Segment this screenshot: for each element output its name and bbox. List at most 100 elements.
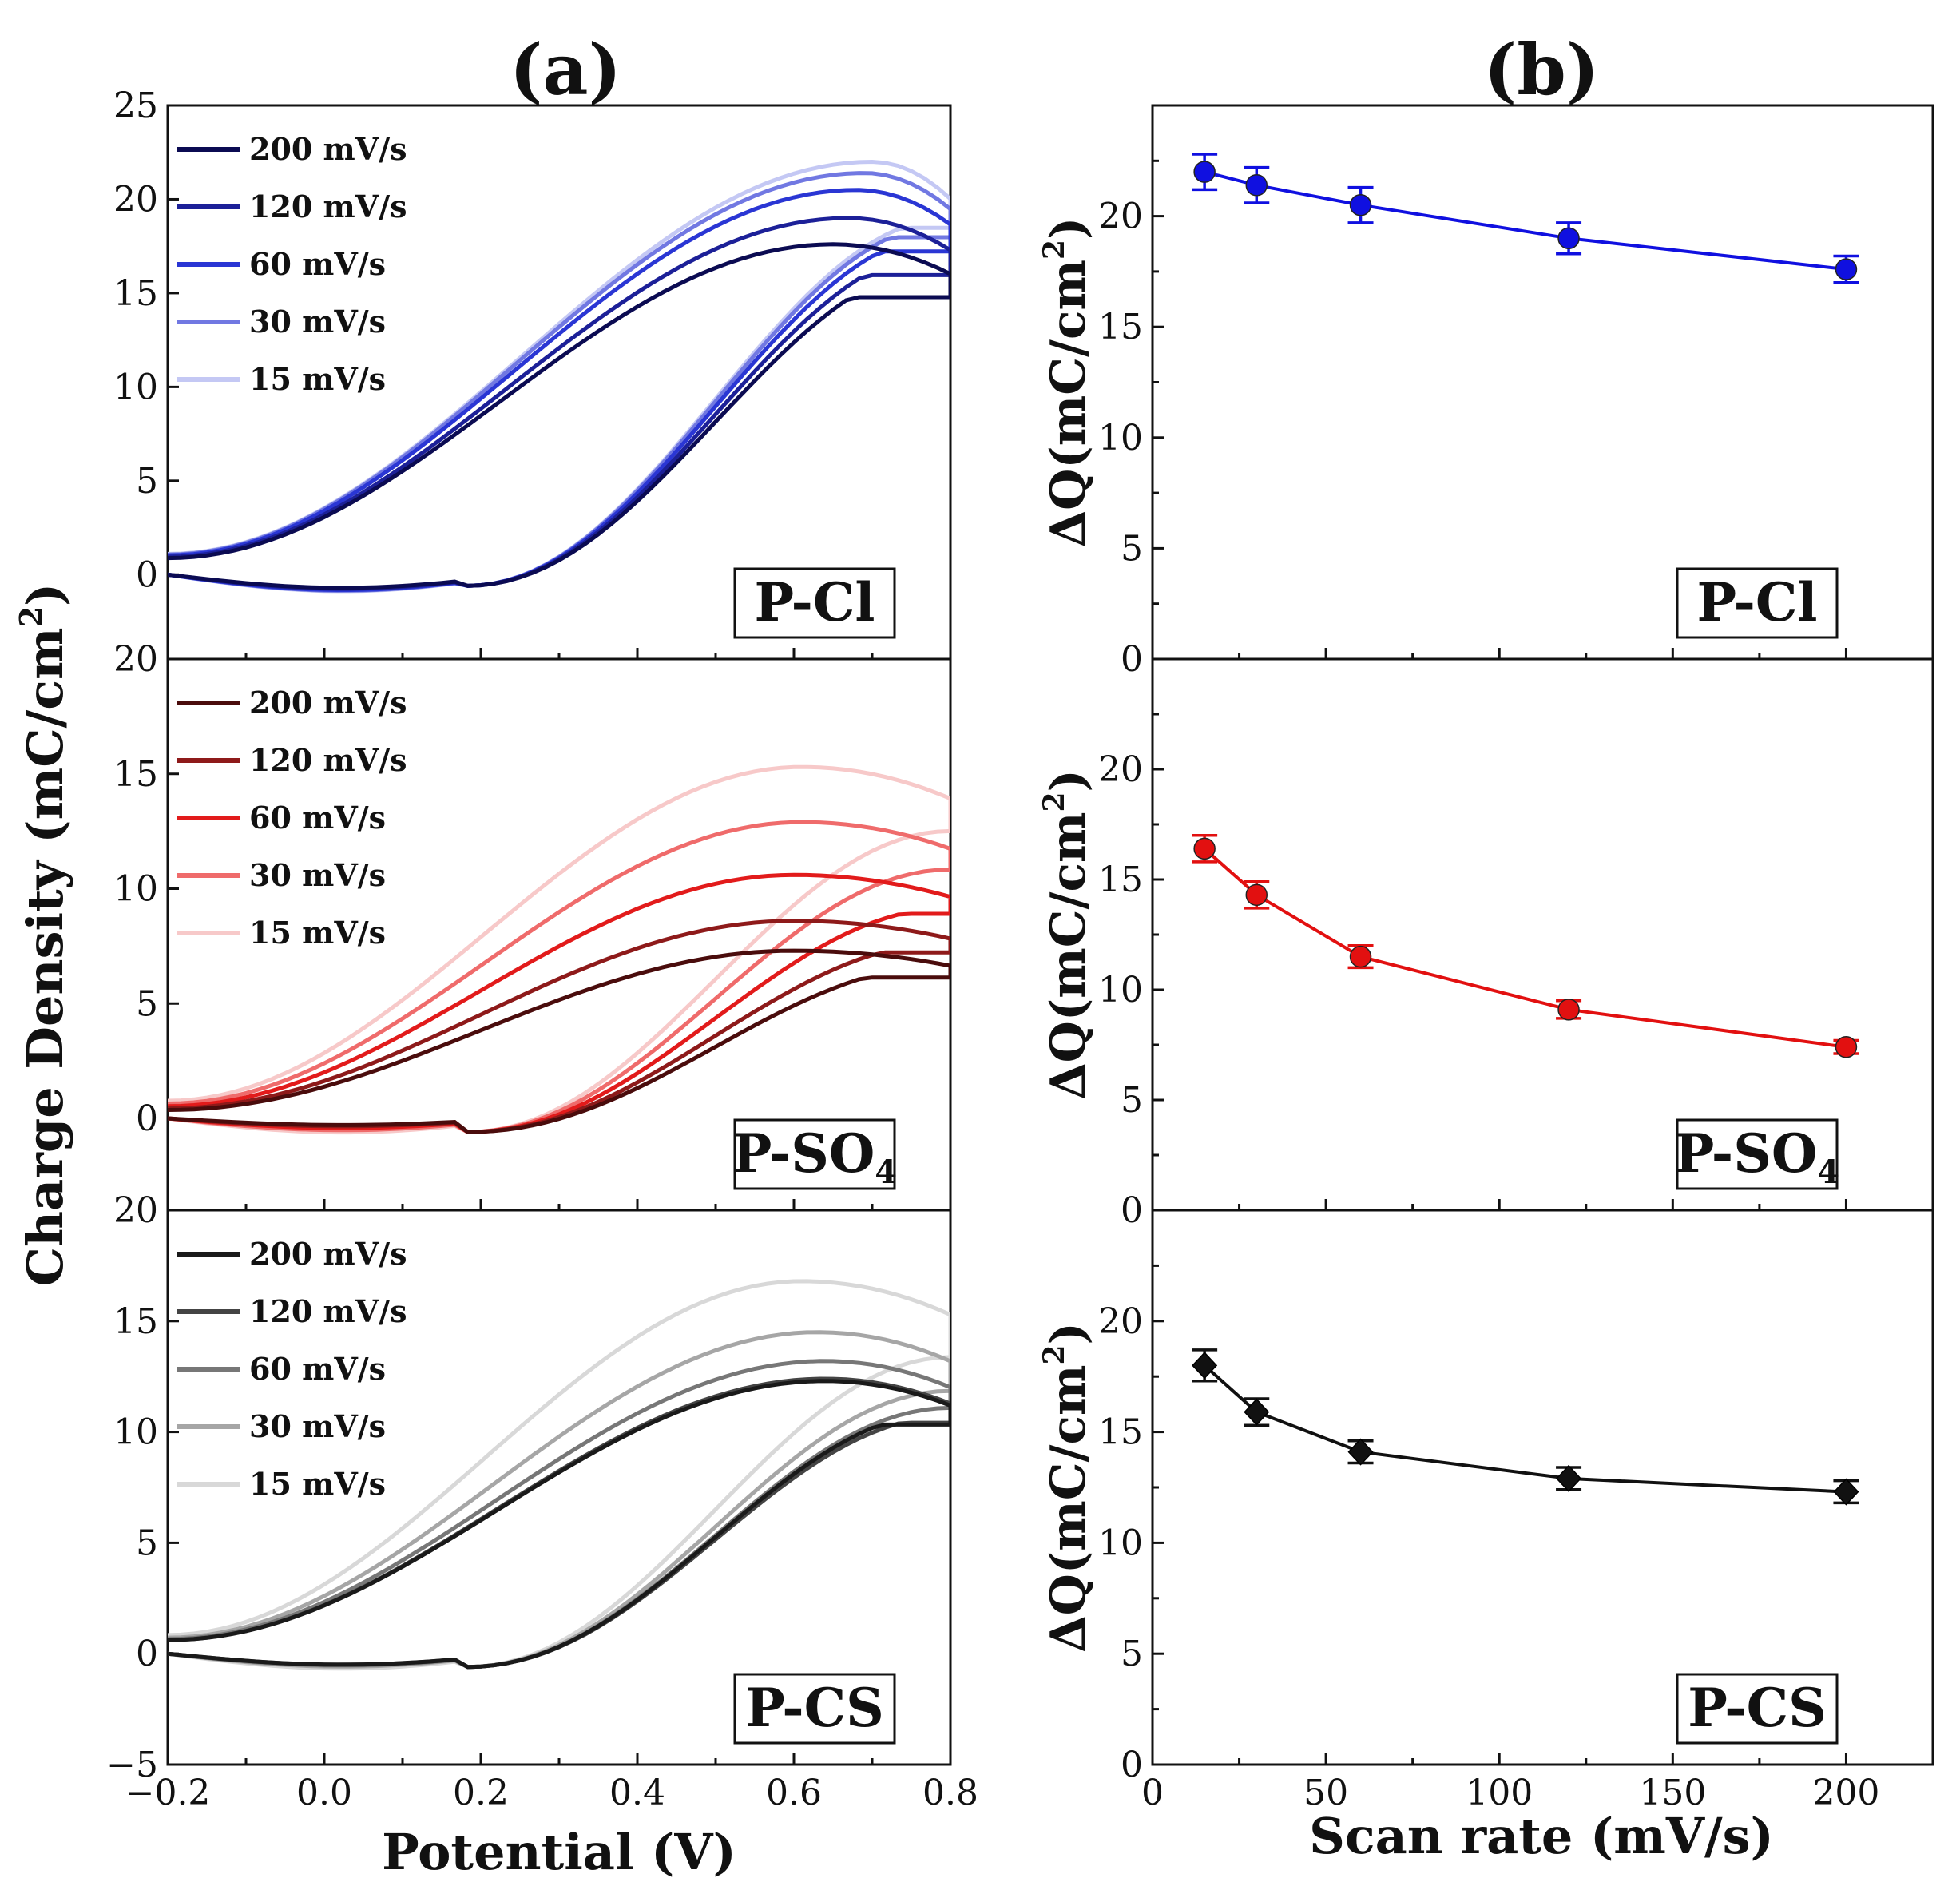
b1-connector — [1204, 170, 1847, 272]
b3-point-3 — [1556, 1464, 1582, 1492]
a3-legend-label-2: 60 mV/s — [249, 1351, 386, 1387]
a2-series-0 — [168, 948, 950, 1134]
a2-legend-label-3: 30 mV/s — [249, 857, 386, 893]
b-x-axis-label: Scan rate (mV/s) — [1309, 1807, 1774, 1865]
a-y-axis-label-end: ) — [16, 583, 74, 606]
a2-legend-label-4: 15 mV/s — [249, 915, 386, 951]
a2-tag: P-SO4 — [732, 1118, 897, 1191]
a1-tag-main: P-Cl — [754, 571, 875, 633]
b3-point-0 — [1192, 1352, 1218, 1380]
b2-tag: P-SO4 — [1675, 1118, 1839, 1191]
b2-ytick-label-0: 0 — [1121, 1190, 1143, 1231]
b2-point-1 — [1245, 883, 1268, 907]
a3-xtick-label-4: 0.6 — [766, 1773, 822, 1813]
b2-tag-box — [1676, 1118, 1839, 1190]
a-y-axis-label: Charge Density (mC/cm2) — [13, 583, 74, 1287]
b3-point-4 — [1833, 1478, 1859, 1506]
b3-point-1 — [1244, 1398, 1270, 1426]
b3-y-axis-label-end: ) — [1041, 1322, 1097, 1344]
a1-legend-label-3: 30 mV/s — [249, 304, 386, 339]
b2-y-axis-label-main: ΔQ(mC/cm — [1041, 812, 1097, 1100]
a3-ytick-label-3: 10 — [113, 1412, 158, 1453]
a3-ytick-label-2: 5 — [136, 1523, 158, 1563]
b3-tag-label: P-CS — [1688, 1677, 1827, 1739]
a1-legend-label-1: 120 mV/s — [249, 189, 407, 224]
b1-point-4 — [1835, 258, 1858, 280]
a3-ytick-label-0: −5 — [106, 1745, 158, 1785]
a2-ytick-top: 20 — [113, 639, 158, 680]
panel-a-title: (a) — [510, 28, 621, 111]
a2-tag-sub: 4 — [875, 1153, 897, 1191]
a3-xtick-label-0: −0.2 — [125, 1773, 211, 1813]
a3-xtick-label-1: 0.0 — [296, 1773, 352, 1813]
a2-legend-label-1: 120 mV/s — [249, 742, 407, 778]
b3-xtick-label-0: 0 — [1141, 1773, 1164, 1813]
b1-y-axis-label-sup: 2 — [1038, 240, 1071, 260]
b2-connector — [1203, 847, 1847, 1049]
a3-ytick-label-1: 0 — [136, 1634, 158, 1674]
b2-tag-label: P-SO4 — [1675, 1122, 1839, 1191]
a2-curves — [168, 764, 950, 1135]
b3-xtick-label-4: 200 — [1812, 1773, 1879, 1813]
b3-y-axis-label-sup: 2 — [1038, 1344, 1071, 1364]
plot-a3: −5 0 5 10 15 20 −0.2 0.0 0.2 0.4 0.6 0.8 200 mV/s 120… — [106, 1190, 978, 1813]
a1-series-0 — [168, 242, 950, 590]
a3-xtick-label-3: 0.4 — [609, 1773, 665, 1813]
b1-ytick-label-4: 20 — [1098, 197, 1143, 237]
b3-ytick-label-4: 20 — [1098, 1301, 1143, 1342]
b1-y-axis-label: ΔQ(mC/cm2) — [1038, 217, 1097, 548]
b2-tag-main: P-SO — [1675, 1122, 1818, 1185]
a3-ytick-top: 20 — [113, 1190, 158, 1231]
a1-ytick-label-4: 20 — [113, 179, 158, 220]
b1-ytick-label-2: 10 — [1098, 418, 1143, 459]
b1-point-2 — [1349, 193, 1372, 216]
b3-tag-box — [1676, 1673, 1839, 1745]
a1-tag-label: P-Cl — [754, 571, 875, 633]
a3-legend-label-0: 200 mV/s — [249, 1236, 407, 1272]
b3-xtick-label-3: 150 — [1639, 1773, 1706, 1813]
a1-legend-label-4: 15 mV/s — [249, 361, 386, 397]
b2-tag-sub: 4 — [1817, 1153, 1839, 1191]
b3-ytick-label-1: 5 — [1121, 1634, 1143, 1674]
b3-xtick-label-1: 50 — [1303, 1773, 1348, 1813]
b2-ytick-label-4: 20 — [1098, 749, 1143, 790]
b1-ytick-label-1: 5 — [1121, 528, 1143, 569]
a1-ytick-label-0: 0 — [136, 554, 158, 595]
b1-tag-main: P-Cl — [1696, 571, 1817, 633]
a2-legend-label-2: 60 mV/s — [249, 800, 386, 836]
a-x-axis-label: Potential (V) — [382, 1823, 736, 1881]
a1-ytick-label-5: 25 — [113, 85, 158, 126]
a2-ytick-label-1: 5 — [136, 983, 158, 1024]
b3-ytick-label-3: 15 — [1098, 1412, 1143, 1453]
b1-y-axis-label-main: ΔQ(mC/cm — [1041, 260, 1097, 547]
b1-tag: P-Cl — [1676, 567, 1839, 639]
a2-tag-box — [733, 1118, 896, 1190]
b3-point-2 — [1347, 1438, 1374, 1466]
a3-ytick-label-4: 15 — [113, 1301, 158, 1342]
a1-ytick-label-2: 10 — [113, 367, 158, 407]
b3-ytick-label-0: 0 — [1121, 1745, 1143, 1785]
b1-point-3 — [1557, 227, 1580, 250]
a2-legend-label-0: 200 mV/s — [249, 685, 407, 721]
b2-y-axis-label: ΔQ(mC/cm2) — [1038, 769, 1097, 1100]
a3-tag-label: P-CS — [745, 1677, 884, 1739]
a1-legend-label-0: 200 mV/s — [249, 131, 407, 167]
panel-b-frame — [1151, 104, 1934, 1766]
b2-y-axis-label-sup: 2 — [1038, 792, 1071, 812]
b1-ytick-label-3: 15 — [1098, 307, 1143, 347]
b3-ytick-label-2: 10 — [1098, 1523, 1143, 1563]
b2-ytick-label-1: 5 — [1121, 1080, 1143, 1121]
b1-tag-label: P-Cl — [1696, 571, 1817, 633]
b1-tag-box — [1676, 567, 1839, 639]
a2-tag-main: P-SO — [732, 1122, 875, 1185]
b3-xtick-label-2: 100 — [1466, 1773, 1533, 1813]
a3-tag-main: P-CS — [745, 1677, 884, 1739]
a3-tag-box — [733, 1673, 896, 1745]
a1-ytick-label-1: 5 — [136, 461, 158, 502]
a2-ytick-label-0: 0 — [136, 1098, 158, 1139]
a3-legend-label-3: 30 mV/s — [249, 1408, 386, 1444]
a1-legend-label-2: 60 mV/s — [249, 246, 386, 282]
